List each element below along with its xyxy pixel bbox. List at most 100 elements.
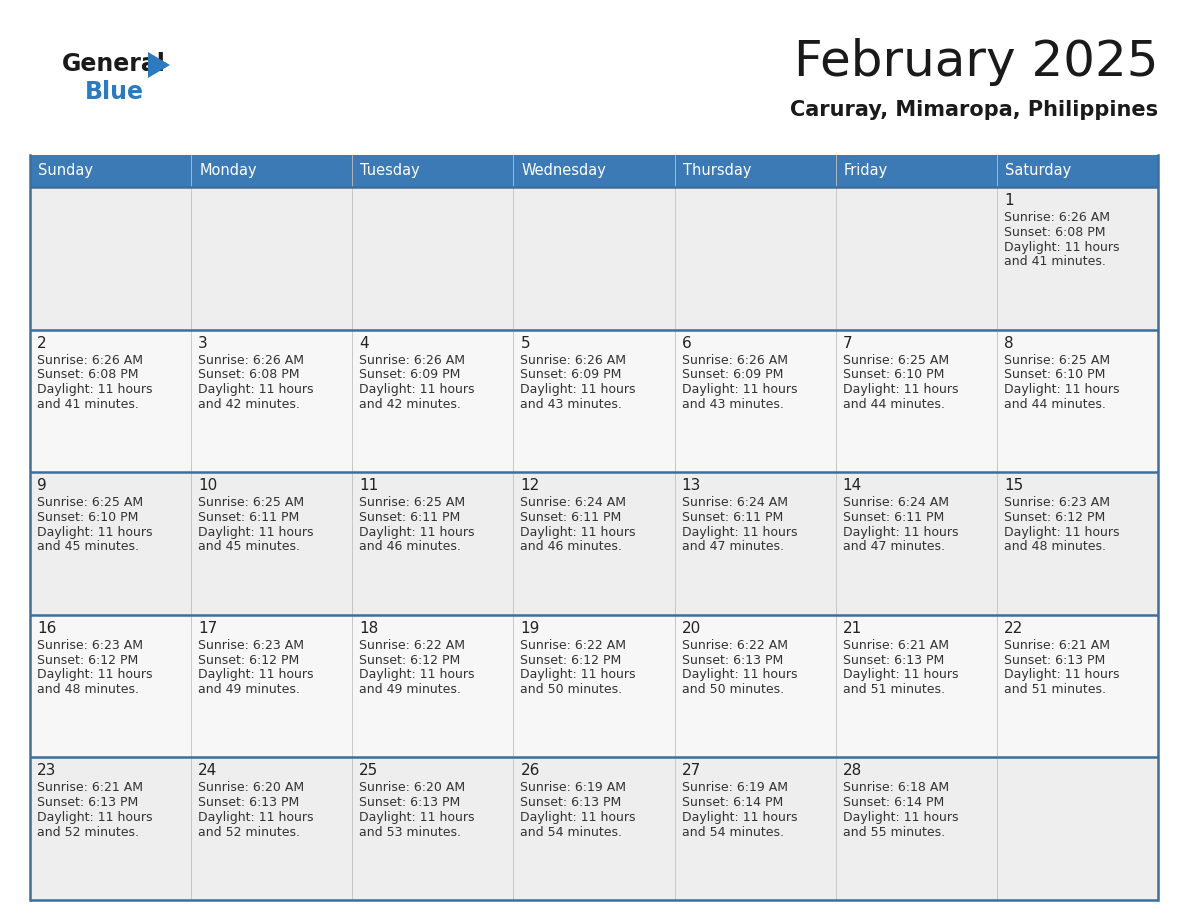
Text: Blue: Blue [86, 80, 144, 104]
Text: Daylight: 11 hours: Daylight: 11 hours [520, 383, 636, 396]
Text: Sunrise: 6:25 AM: Sunrise: 6:25 AM [1004, 353, 1110, 366]
Text: Daylight: 11 hours: Daylight: 11 hours [842, 668, 959, 681]
Text: Sunrise: 6:26 AM: Sunrise: 6:26 AM [359, 353, 466, 366]
Bar [191, 187, 353, 330]
Bar [513, 472, 675, 615]
Text: Sunrise: 6:22 AM: Sunrise: 6:22 AM [520, 639, 626, 652]
Text: Daylight: 11 hours: Daylight: 11 hours [359, 526, 475, 539]
Text: 6: 6 [682, 336, 691, 351]
Text: Daylight: 11 hours: Daylight: 11 hours [198, 811, 314, 823]
Text: Sunrise: 6:21 AM: Sunrise: 6:21 AM [37, 781, 143, 794]
Text: 18: 18 [359, 621, 379, 636]
Text: Daylight: 11 hours: Daylight: 11 hours [682, 668, 797, 681]
Bar [675, 330, 835, 472]
Bar [997, 187, 1158, 330]
Text: and 45 minutes.: and 45 minutes. [37, 541, 139, 554]
Text: and 43 minutes.: and 43 minutes. [682, 397, 783, 411]
Text: Daylight: 11 hours: Daylight: 11 hours [359, 383, 475, 396]
Text: and 46 minutes.: and 46 minutes. [520, 541, 623, 554]
Text: Sunrise: 6:24 AM: Sunrise: 6:24 AM [682, 497, 788, 509]
Text: Daylight: 11 hours: Daylight: 11 hours [842, 811, 959, 823]
Bar [513, 330, 675, 472]
Text: Monday: Monday [200, 163, 257, 178]
Text: Sunset: 6:10 PM: Sunset: 6:10 PM [842, 368, 944, 381]
Text: and 42 minutes.: and 42 minutes. [359, 397, 461, 411]
Text: Daylight: 11 hours: Daylight: 11 hours [198, 383, 314, 396]
Text: 22: 22 [1004, 621, 1023, 636]
Text: Daylight: 11 hours: Daylight: 11 hours [520, 668, 636, 681]
Text: 21: 21 [842, 621, 862, 636]
Text: 28: 28 [842, 764, 862, 778]
Bar [30, 472, 191, 615]
Text: Sunset: 6:10 PM: Sunset: 6:10 PM [37, 511, 138, 524]
Text: Saturday: Saturday [1005, 163, 1072, 178]
Text: Sunset: 6:11 PM: Sunset: 6:11 PM [842, 511, 944, 524]
Bar [513, 187, 675, 330]
Text: Sunset: 6:13 PM: Sunset: 6:13 PM [359, 796, 461, 809]
Text: Daylight: 11 hours: Daylight: 11 hours [682, 811, 797, 823]
Text: Daylight: 11 hours: Daylight: 11 hours [37, 383, 152, 396]
Text: Sunrise: 6:20 AM: Sunrise: 6:20 AM [359, 781, 466, 794]
Text: Sunset: 6:12 PM: Sunset: 6:12 PM [359, 654, 461, 666]
Text: 24: 24 [198, 764, 217, 778]
Bar [675, 757, 835, 900]
Text: Sunrise: 6:21 AM: Sunrise: 6:21 AM [1004, 639, 1110, 652]
Bar [30, 757, 191, 900]
Text: 25: 25 [359, 764, 379, 778]
Text: Sunrise: 6:24 AM: Sunrise: 6:24 AM [520, 497, 626, 509]
Text: and 53 minutes.: and 53 minutes. [359, 825, 461, 839]
Text: and 54 minutes.: and 54 minutes. [682, 825, 784, 839]
Text: Daylight: 11 hours: Daylight: 11 hours [37, 811, 152, 823]
Text: Sunrise: 6:20 AM: Sunrise: 6:20 AM [198, 781, 304, 794]
Text: 14: 14 [842, 478, 862, 493]
Text: 16: 16 [37, 621, 56, 636]
Text: Daylight: 11 hours: Daylight: 11 hours [37, 526, 152, 539]
Text: Sunrise: 6:18 AM: Sunrise: 6:18 AM [842, 781, 949, 794]
Text: Sunset: 6:10 PM: Sunset: 6:10 PM [1004, 368, 1105, 381]
Text: Sunrise: 6:26 AM: Sunrise: 6:26 AM [37, 353, 143, 366]
Text: Daylight: 11 hours: Daylight: 11 hours [37, 668, 152, 681]
Text: Sunrise: 6:19 AM: Sunrise: 6:19 AM [520, 781, 626, 794]
Bar [353, 330, 513, 472]
Text: and 51 minutes.: and 51 minutes. [1004, 683, 1106, 696]
Text: Daylight: 11 hours: Daylight: 11 hours [1004, 526, 1119, 539]
Text: Sunset: 6:11 PM: Sunset: 6:11 PM [198, 511, 299, 524]
Text: Sunset: 6:09 PM: Sunset: 6:09 PM [359, 368, 461, 381]
Bar [353, 757, 513, 900]
Text: and 47 minutes.: and 47 minutes. [682, 541, 784, 554]
Text: General: General [62, 52, 166, 76]
Text: Daylight: 11 hours: Daylight: 11 hours [1004, 241, 1119, 253]
Text: 26: 26 [520, 764, 539, 778]
Text: 17: 17 [198, 621, 217, 636]
Bar [835, 187, 997, 330]
Text: Sunrise: 6:22 AM: Sunrise: 6:22 AM [682, 639, 788, 652]
Text: and 54 minutes.: and 54 minutes. [520, 825, 623, 839]
Text: Sunset: 6:13 PM: Sunset: 6:13 PM [682, 654, 783, 666]
Bar [513, 615, 675, 757]
Text: and 50 minutes.: and 50 minutes. [520, 683, 623, 696]
Text: Daylight: 11 hours: Daylight: 11 hours [682, 383, 797, 396]
Bar [30, 187, 191, 330]
Polygon shape [148, 52, 170, 78]
Bar [30, 155, 1158, 187]
Bar [191, 615, 353, 757]
Text: Daylight: 11 hours: Daylight: 11 hours [198, 668, 314, 681]
Text: Sunrise: 6:26 AM: Sunrise: 6:26 AM [1004, 211, 1110, 224]
Text: and 42 minutes.: and 42 minutes. [198, 397, 301, 411]
Text: Caruray, Mimaropa, Philippines: Caruray, Mimaropa, Philippines [790, 100, 1158, 120]
Text: 19: 19 [520, 621, 539, 636]
Text: and 48 minutes.: and 48 minutes. [37, 683, 139, 696]
Text: and 44 minutes.: and 44 minutes. [1004, 397, 1106, 411]
Text: Sunrise: 6:25 AM: Sunrise: 6:25 AM [842, 353, 949, 366]
Text: 10: 10 [198, 478, 217, 493]
Text: Sunset: 6:13 PM: Sunset: 6:13 PM [198, 796, 299, 809]
Text: and 51 minutes.: and 51 minutes. [842, 683, 944, 696]
Text: 12: 12 [520, 478, 539, 493]
Text: Sunset: 6:13 PM: Sunset: 6:13 PM [37, 796, 138, 809]
Text: Sunset: 6:09 PM: Sunset: 6:09 PM [520, 368, 621, 381]
Bar [675, 187, 835, 330]
Text: 13: 13 [682, 478, 701, 493]
Text: 11: 11 [359, 478, 379, 493]
Text: 15: 15 [1004, 478, 1023, 493]
Bar [675, 472, 835, 615]
